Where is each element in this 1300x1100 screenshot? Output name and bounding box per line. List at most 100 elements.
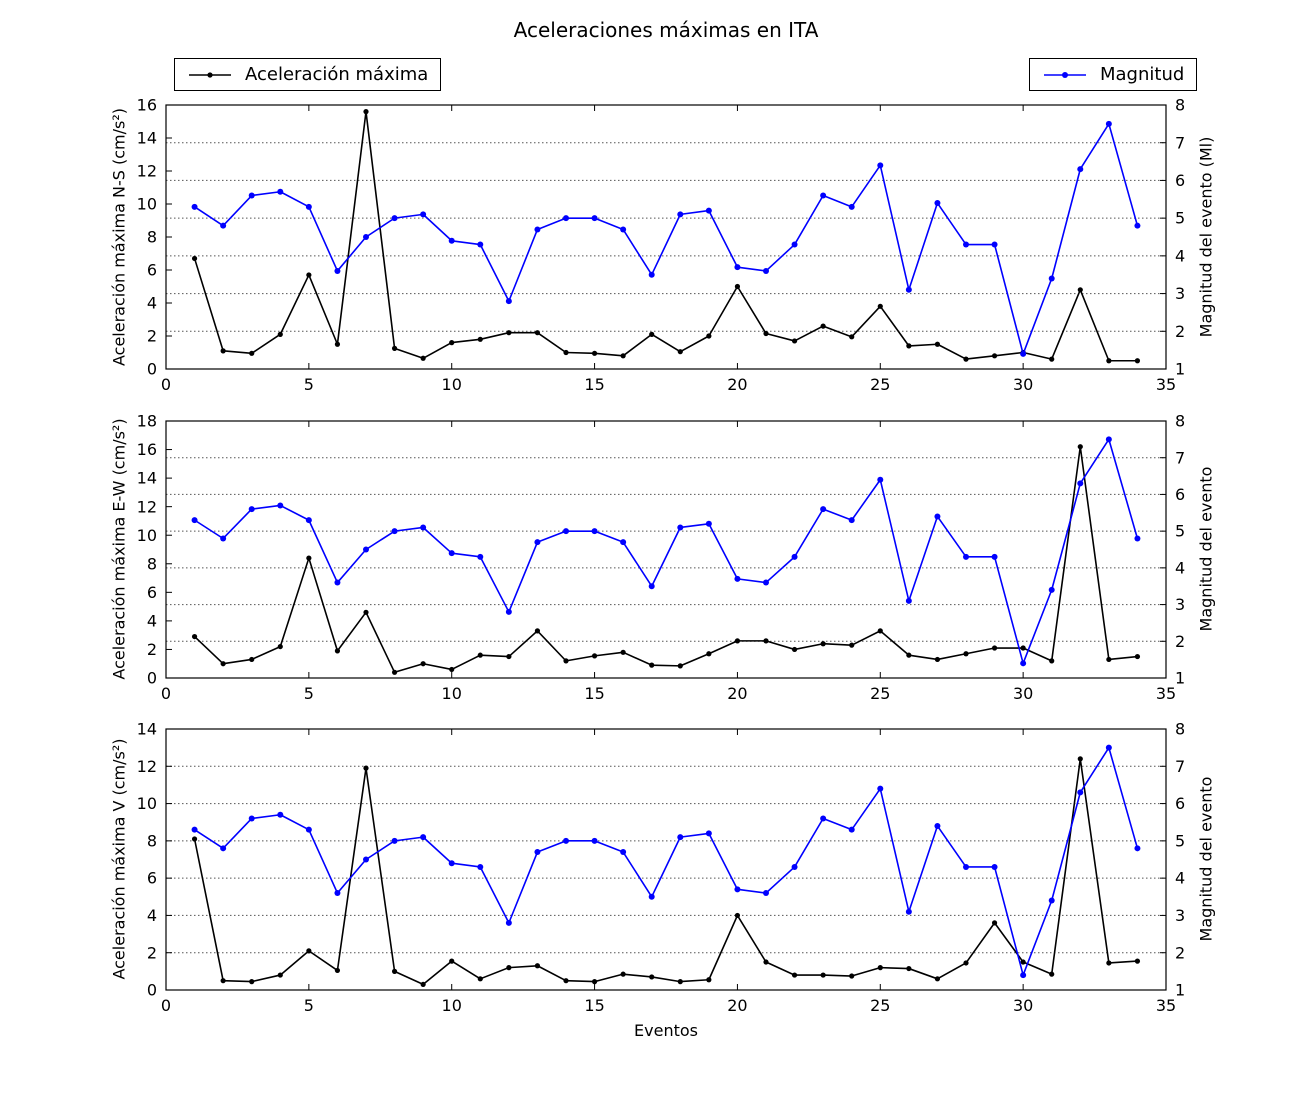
- y-tick-label-left: 8: [147, 228, 157, 247]
- y-tick-label-right: 3: [1175, 284, 1185, 303]
- magnitud-marker: [391, 837, 398, 844]
- magnitud-marker: [305, 203, 312, 210]
- magnitud-marker: [505, 919, 512, 926]
- aceleraci-n-m-xima-marker: [763, 959, 769, 965]
- aceleraci-n-m-xima-marker: [734, 638, 741, 644]
- aceleraci-n-m-xima-marker: [734, 912, 741, 919]
- aceleraci-n-m-xima-marker: [934, 656, 941, 663]
- x-tick-label: 10: [442, 996, 462, 1015]
- aceleraci-n-m-xima-marker: [706, 977, 712, 983]
- aceleraci-n-m-xima-marker: [1020, 645, 1026, 651]
- aceleraci-n-m-xima-marker: [391, 345, 398, 351]
- magnitud-marker: [477, 863, 484, 870]
- magnitud-marker: [1105, 744, 1112, 751]
- magnitud-marker: [705, 830, 712, 837]
- x-tick-label: 20: [727, 996, 747, 1015]
- aceleraci-n-m-xima-marker: [820, 972, 826, 978]
- magnitud-marker: [677, 834, 684, 841]
- aceleraci-n-m-xima-line: [193, 758, 1138, 986]
- aceleraci-n-m-xima-marker: [420, 981, 426, 988]
- aceleraci-n-m-xima-marker: [420, 355, 426, 361]
- y-tick-label-right: 8: [1175, 720, 1185, 739]
- magnitud-marker: [334, 267, 341, 274]
- aceleraci-n-m-xima-marker: [363, 765, 369, 771]
- y-tick-label-left: 10: [137, 526, 157, 545]
- y-tick-label-right: 4: [1175, 869, 1185, 888]
- magnitud-marker: [220, 222, 227, 229]
- aceleraci-n-m-xima-marker: [334, 967, 341, 974]
- aceleraci-n-m-xima-marker: [1049, 356, 1055, 362]
- magnitud-marker: [305, 517, 312, 524]
- aceleraci-n-m-xima-marker: [563, 349, 569, 356]
- aceleraci-n-m-xima-marker: [991, 645, 998, 651]
- x-tick-label: 0: [161, 375, 171, 394]
- aceleraci-n-m-xima-marker: [449, 666, 455, 673]
- magnitud-marker: [505, 298, 512, 305]
- y-tick-label-right: 6: [1175, 485, 1185, 504]
- magnitud-marker: [363, 546, 369, 553]
- aceleraci-n-m-xima-marker: [620, 649, 626, 655]
- aceleraci-n-m-xima-marker: [877, 965, 883, 971]
- x-tick-label: 25: [870, 996, 890, 1015]
- aceleraci-n-m-xima-marker: [249, 350, 255, 356]
- magnitud-marker: [534, 539, 541, 546]
- aceleraci-n-m-xima-marker: [220, 348, 226, 354]
- magnitud-marker: [1134, 845, 1141, 852]
- magnitud-marker: [1020, 972, 1027, 979]
- aceleraci-n-m-xima-marker: [1134, 653, 1141, 660]
- aceleraci-n-m-xima-marker: [991, 920, 998, 926]
- y-tick-label-left: 16: [137, 440, 157, 459]
- y-tick-label-left: 0: [147, 981, 157, 1000]
- magnitud-marker: [791, 863, 798, 870]
- aceleraci-n-m-xima-marker: [477, 976, 483, 982]
- magnitud-marker: [334, 890, 341, 897]
- aceleraci-n-m-xima-marker: [1077, 287, 1083, 293]
- aceleraci-n-m-xima-marker: [591, 350, 598, 356]
- x-tick-label: 5: [304, 996, 314, 1015]
- magnitud-marker: [991, 553, 998, 560]
- aceleraci-n-m-xima-marker: [563, 978, 569, 984]
- aceleraci-n-m-xima-marker: [649, 331, 655, 337]
- magnitud-marker: [620, 849, 627, 856]
- legend-acceleration-label: Aceleración máxima: [245, 64, 429, 85]
- magnitud-marker: [820, 192, 827, 199]
- y-tick-label-left: 6: [147, 261, 157, 280]
- magnitud-marker: [363, 234, 369, 240]
- ylabel-right-magnitude-2: Magnitud del evento: [1196, 466, 1216, 632]
- magnitud-marker: [991, 241, 998, 248]
- y-tick-label-right: 1: [1175, 981, 1185, 1000]
- aceleraci-n-m-xima-marker: [1106, 358, 1112, 364]
- y-tick-label-right: 8: [1175, 412, 1185, 431]
- ylabel-v: Aceleración máxima V (cm/s²): [109, 738, 129, 980]
- aceleraci-n-m-xima-marker: [1106, 960, 1112, 966]
- magnitud-marker: [563, 837, 569, 844]
- legend-magnitude: Magnitud: [1029, 58, 1198, 91]
- magnitud-marker: [877, 785, 884, 792]
- aceleraci-n-m-xima-marker: [420, 661, 426, 667]
- magnitud-marker: [448, 237, 455, 244]
- y-tick-label-left: 2: [147, 327, 157, 346]
- aceleraci-n-m-xima-marker: [763, 638, 769, 644]
- magnitud-marker: [763, 579, 769, 586]
- aceleraci-n-m-xima-marker: [791, 338, 798, 344]
- magnitud-marker: [763, 267, 769, 274]
- aceleraci-n-m-xima-marker: [1106, 656, 1112, 663]
- x-tick-label: 30: [1013, 996, 1033, 1015]
- magnitud-marker: [448, 860, 455, 867]
- aceleraci-n-m-xima-marker: [306, 272, 312, 278]
- magnitud-marker: [591, 528, 598, 535]
- y-tick-label-right: 6: [1175, 794, 1185, 813]
- magnitud-marker: [963, 553, 969, 560]
- aceleraci-n-m-xima-marker: [191, 633, 198, 640]
- magnitud-marker: [334, 579, 341, 586]
- y-tick-label-left: 4: [147, 294, 157, 313]
- magnitud-marker: [905, 597, 912, 604]
- aceleraci-n-m-xima-marker: [249, 656, 255, 663]
- y-tick-label-left: 14: [137, 129, 157, 148]
- aceleraci-n-m-xima-marker: [191, 836, 198, 842]
- magnitud-marker: [391, 215, 398, 222]
- magnitud-marker: [248, 192, 255, 199]
- aceleraci-n-m-xima-marker: [1049, 971, 1055, 977]
